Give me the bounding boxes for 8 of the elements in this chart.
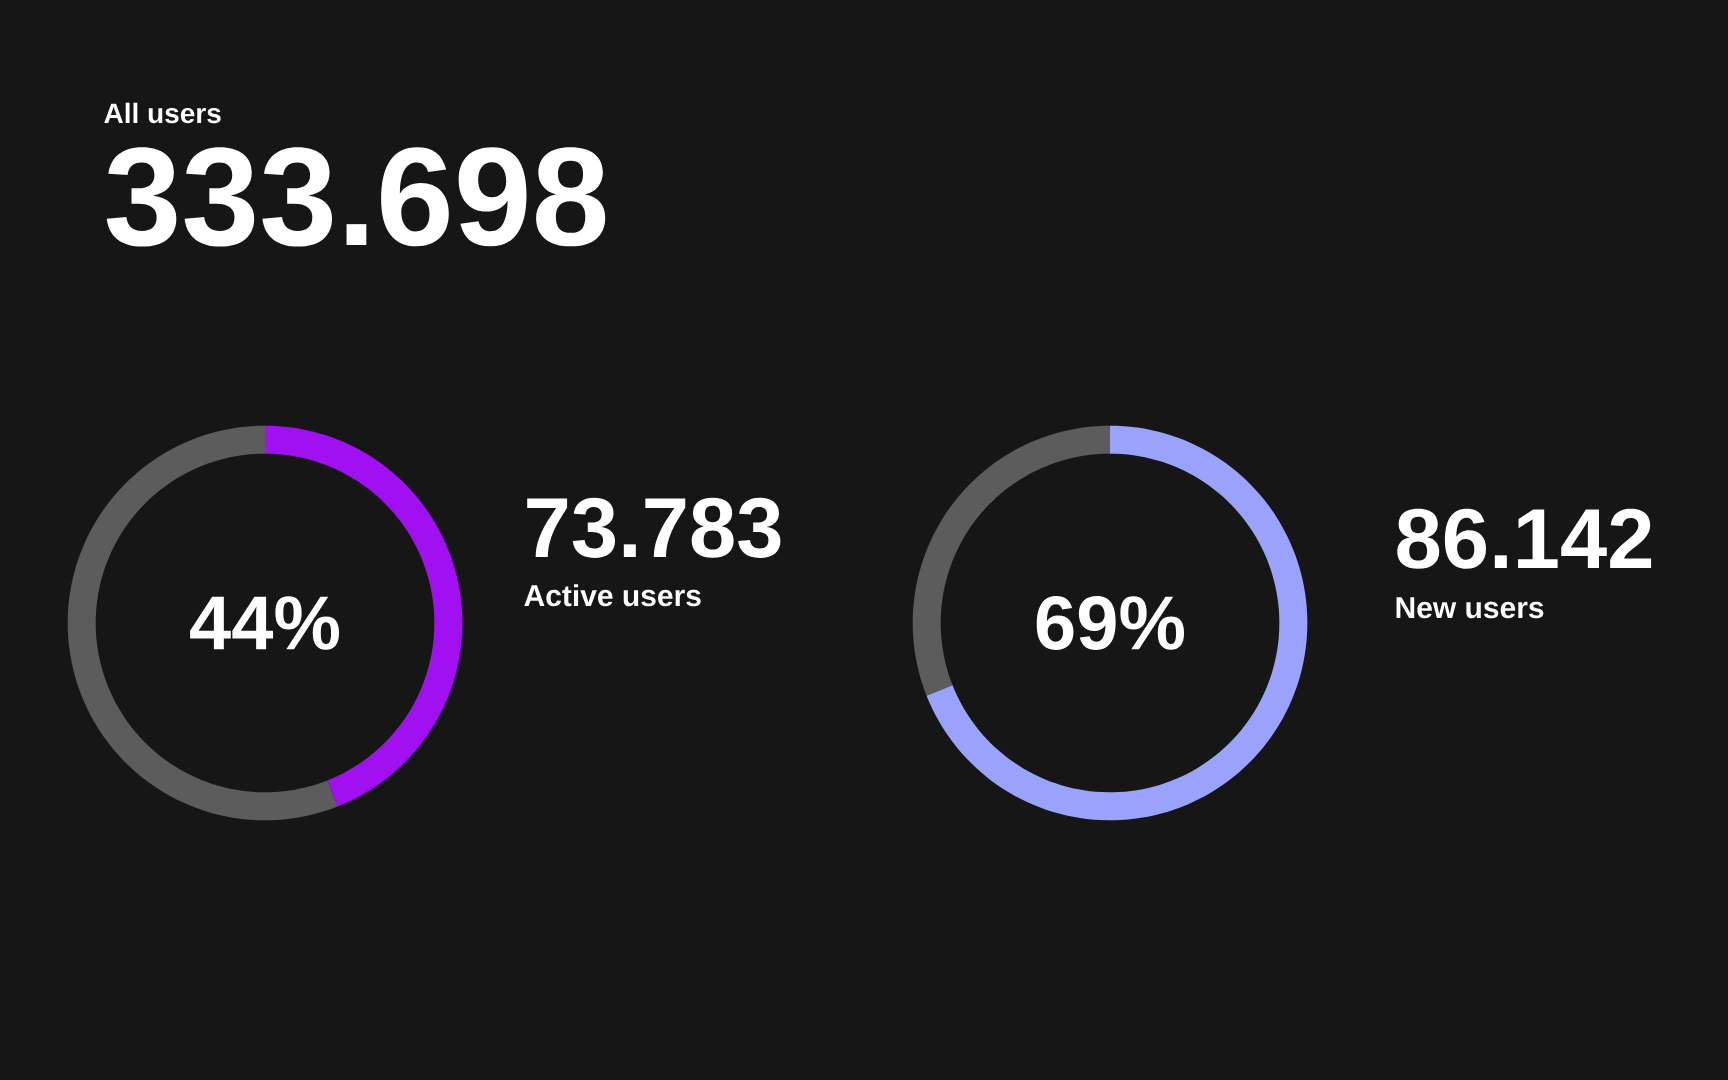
text: 86.142: [1397, 508, 1652, 569]
text: All users: [104, 102, 221, 124]
text: 333.698: [106, 147, 606, 247]
text: 73.783: [527, 497, 781, 558]
text: Active users: [524, 584, 701, 607]
text: New users: [1396, 597, 1544, 619]
text: 44%: [190, 596, 340, 650]
text: 69%: [1036, 596, 1185, 650]
